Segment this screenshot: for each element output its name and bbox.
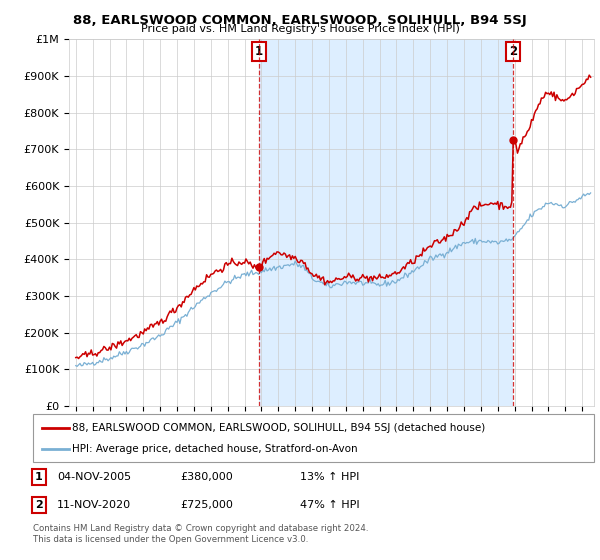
Text: This data is licensed under the Open Government Licence v3.0.: This data is licensed under the Open Gov… (33, 535, 308, 544)
Text: 47% ↑ HPI: 47% ↑ HPI (300, 500, 359, 510)
Bar (259, 39, 513, 406)
Text: Price paid vs. HM Land Registry's House Price Index (HPI): Price paid vs. HM Land Registry's House … (140, 24, 460, 34)
Text: £725,000: £725,000 (180, 500, 233, 510)
Text: 2: 2 (35, 500, 43, 510)
Text: 88, EARLSWOOD COMMON, EARLSWOOD, SOLIHULL, B94 5SJ (detached house): 88, EARLSWOOD COMMON, EARLSWOOD, SOLIHUL… (72, 423, 485, 433)
Text: 1: 1 (35, 472, 43, 482)
Text: 13% ↑ HPI: 13% ↑ HPI (300, 472, 359, 482)
Text: 88, EARLSWOOD COMMON, EARLSWOOD, SOLIHULL, B94 5SJ: 88, EARLSWOOD COMMON, EARLSWOOD, SOLIHUL… (73, 14, 527, 27)
Text: Contains HM Land Registry data © Crown copyright and database right 2024.: Contains HM Land Registry data © Crown c… (33, 524, 368, 533)
Text: HPI: Average price, detached house, Stratford-on-Avon: HPI: Average price, detached house, Stra… (72, 444, 358, 454)
Text: 2: 2 (509, 45, 517, 58)
Text: 1: 1 (254, 45, 263, 58)
Text: 11-NOV-2020: 11-NOV-2020 (57, 500, 131, 510)
Text: 04-NOV-2005: 04-NOV-2005 (57, 472, 131, 482)
Text: £380,000: £380,000 (180, 472, 233, 482)
